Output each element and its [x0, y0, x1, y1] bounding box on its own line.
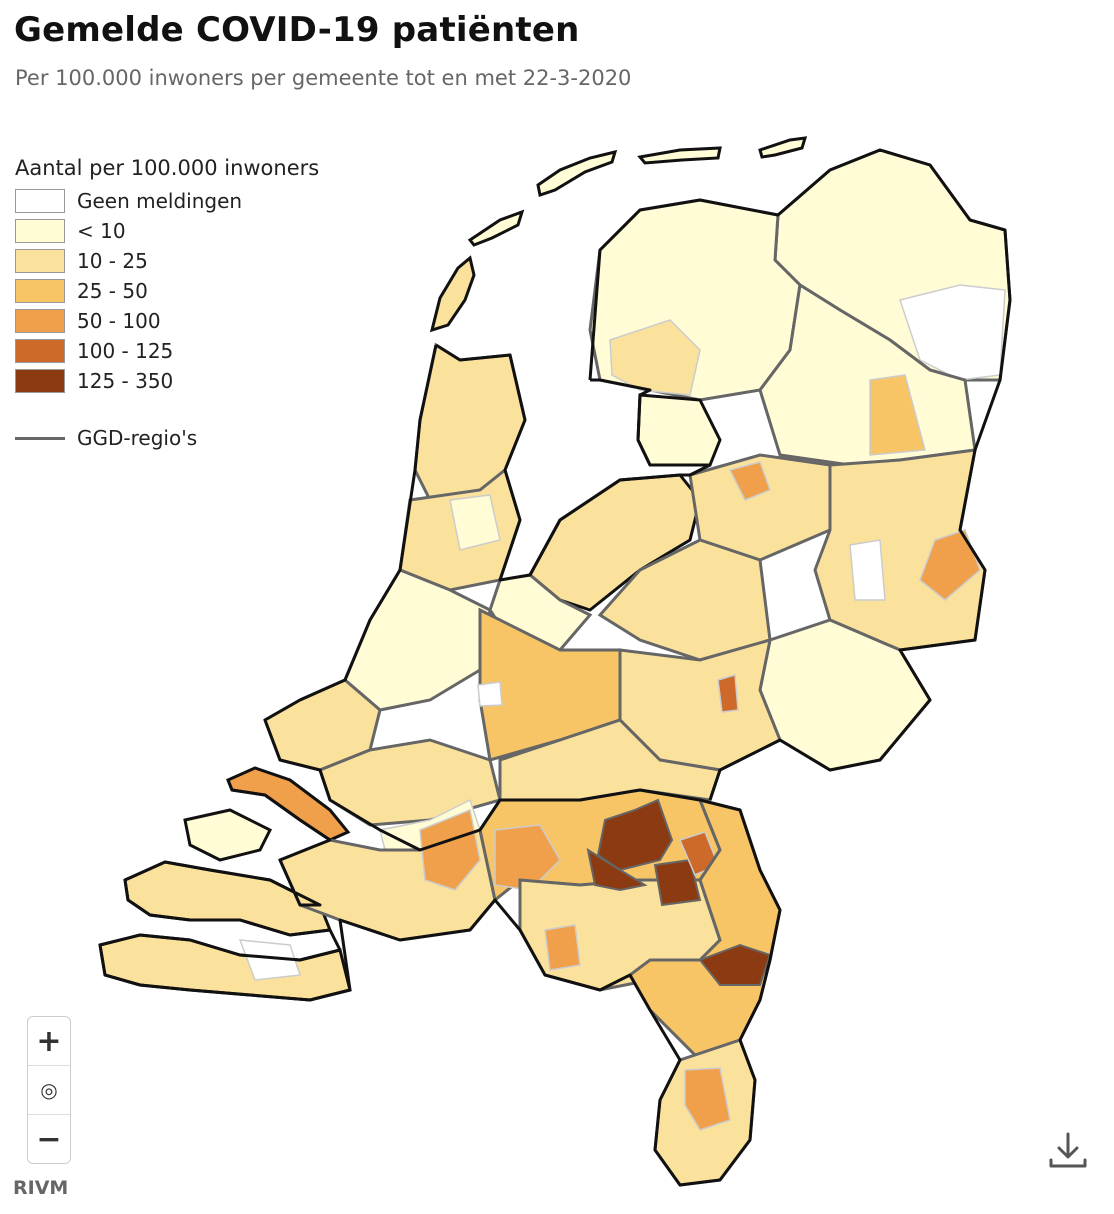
- region-utrecht-white[interactable]: [477, 681, 503, 707]
- legend-swatch: [15, 219, 65, 243]
- region-hollands-midden[interactable]: [343, 568, 492, 712]
- island-schiermonnikoog[interactable]: [758, 136, 808, 159]
- region-breda-hotspot[interactable]: [419, 808, 481, 891]
- island-ameland[interactable]: [637, 146, 722, 165]
- reset-view-icon[interactable]: ◎: [28, 1065, 70, 1114]
- legend-item-4: 50 - 100: [15, 306, 319, 336]
- legend-label: Geen meldingen: [77, 189, 243, 213]
- region-amsterdam[interactable]: [449, 494, 501, 551]
- legend-label: < 10: [77, 219, 126, 243]
- legend-swatch: [15, 279, 65, 303]
- region-limburg-zuid-hotspot[interactable]: [684, 1067, 731, 1131]
- island-texel[interactable]: [429, 255, 476, 333]
- region-boxmeer[interactable]: [653, 858, 702, 907]
- region-drenthe-southeast[interactable]: [869, 374, 926, 456]
- region-schouwen[interactable]: [183, 808, 273, 862]
- legend-title: Aantal per 100.000 inwoners: [15, 156, 320, 180]
- legend-swatch: [15, 249, 65, 273]
- region-tilburg-hotspot[interactable]: [494, 824, 561, 891]
- download-icon[interactable]: [1046, 1128, 1090, 1172]
- legend-item-0: Geen meldingen: [15, 186, 319, 216]
- zoom-controls: + ◎ −: [27, 1016, 71, 1164]
- island-terschelling[interactable]: [536, 149, 618, 197]
- chart-subtitle: Per 100.000 inwoners per gemeente tot en…: [15, 66, 632, 90]
- legend-swatch: [15, 189, 65, 213]
- legend-item-1: < 10: [15, 216, 319, 246]
- legend-ggd-boundary: GGD-regio's: [15, 426, 319, 450]
- region-twente-north[interactable]: [849, 539, 886, 601]
- country-outline: [98, 148, 1012, 1187]
- legend-label: 100 - 125: [77, 339, 174, 363]
- region-zeeuws-vlaanderen[interactable]: [98, 933, 352, 1002]
- region-venlo[interactable]: [698, 943, 772, 986]
- legend-label: 25 - 50: [77, 279, 148, 303]
- region-gelderland-hotspot[interactable]: [717, 674, 739, 713]
- region-zeeland-white[interactable]: [238, 939, 302, 981]
- legend-swatch: [15, 339, 65, 363]
- region-zwolle-hotspot[interactable]: [728, 461, 771, 501]
- island-vlieland[interactable]: [467, 209, 525, 247]
- zoom-in-icon[interactable]: +: [36, 1023, 62, 1059]
- chart-title: Gemelde COVID-19 patiënten: [14, 10, 580, 50]
- legend-item-2: 10 - 25: [15, 246, 319, 276]
- legend-label: 10 - 25: [77, 249, 148, 273]
- legend-item-5: 100 - 125: [15, 336, 319, 366]
- legend-label: 50 - 100: [77, 309, 161, 333]
- legend-swatch: [15, 369, 65, 393]
- legend-ggd-label: GGD-regio's: [77, 426, 198, 450]
- region-veghel[interactable]: [586, 847, 648, 892]
- zoom-out-icon[interactable]: −: [28, 1114, 70, 1163]
- region-noordoostpolder[interactable]: [636, 393, 722, 467]
- ggd-line-swatch: [15, 436, 65, 440]
- region-eindhoven-hotspot[interactable]: [544, 924, 581, 971]
- region-friesland-south[interactable]: [609, 319, 701, 396]
- legend-item-3: 25 - 50: [15, 276, 319, 306]
- legend-swatch: [15, 309, 65, 333]
- legend-item-6: 125 - 350: [15, 366, 319, 396]
- legend-label: 125 - 350: [77, 369, 174, 393]
- map-legend: Aantal per 100.000 inwoners Geen melding…: [15, 156, 319, 450]
- source-credit: RIVM: [13, 1177, 69, 1199]
